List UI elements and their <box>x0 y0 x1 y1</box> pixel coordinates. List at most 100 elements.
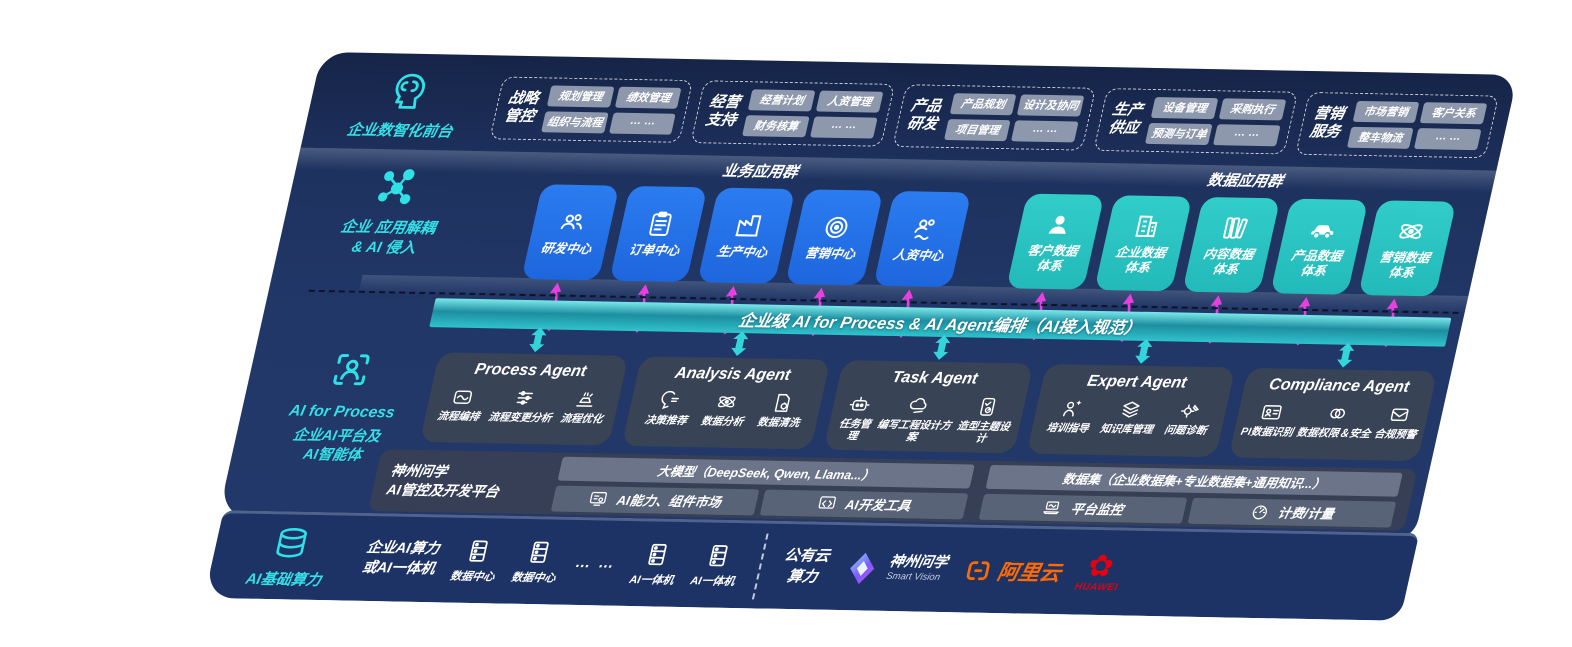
agent-item-label: 流程变更分析 <box>487 411 553 425</box>
card-label: 生产中心 <box>715 244 769 260</box>
agent-item-label: 培训指导 <box>1045 422 1090 435</box>
team-icon <box>560 214 585 230</box>
card-label: 营销中心 <box>803 246 857 262</box>
cell-monitoring: 平台监控 <box>978 493 1188 524</box>
model-header: 大模型（DeepSeek, Qwen, Llama...） <box>557 456 975 489</box>
node-datacenter: 数据中心 <box>449 537 503 584</box>
box-wave-icon <box>452 390 473 405</box>
node-label: AI一体机 <box>689 574 736 588</box>
module-chip: 绩效管理 <box>614 86 682 109</box>
database-icon <box>275 527 309 558</box>
card-label: 人资中心 <box>891 248 945 264</box>
molecule-icon <box>376 168 417 205</box>
module-chip: 整车物流 <box>1346 126 1414 149</box>
module-chip: … … <box>1414 127 1482 150</box>
agent-item-label: 流程编排 <box>436 410 481 424</box>
huawei-logo: ✿ HUAWEI <box>1073 550 1125 594</box>
infra-label: AI基础算力 <box>244 570 323 589</box>
app-card-rnd-center: 研发中心 <box>520 184 619 331</box>
group-name: 营销服务 <box>1308 105 1346 141</box>
clipboard-icon <box>648 211 673 237</box>
card-label: 体系 <box>1211 261 1240 277</box>
agent-title: Analysis Agent <box>673 364 793 385</box>
ellipsis: … … <box>574 554 618 572</box>
business-app-group: 业务应用群 研发中心 订单中心 生产中心 <box>514 156 983 338</box>
agent-item-label: 问题诊断 <box>1163 424 1208 438</box>
smartvision-diamond-icon <box>846 552 878 584</box>
smartvision-en: Smart Vision <box>885 570 942 583</box>
app-layer-label-2: & AI 侵入 <box>350 238 418 257</box>
gear-wrench-icon <box>1179 404 1200 419</box>
group-name: 战略管控 <box>502 89 541 126</box>
group-marketing: 营销服务 市场营销 客户关系 整车物流 … … <box>1294 91 1500 158</box>
ai-bar-label: 企业级 AI for Process & AI Agent编排（AI接入规范） <box>736 311 1143 338</box>
public-cloud-label-1: 公有云 <box>782 547 832 566</box>
front-office-side: 企业数智化前台 <box>319 69 493 142</box>
aliyun-brackets-icon <box>965 560 991 580</box>
server-icon <box>468 539 488 562</box>
module-chip: 预测与订单 <box>1145 122 1213 145</box>
tablet-check-icon <box>979 397 997 416</box>
sliders-icon <box>515 390 533 405</box>
cell-ai-devtools: AI开发工具 <box>759 489 969 519</box>
cell-ai-market: AI能力、组件市场 <box>550 485 760 515</box>
car-icon <box>1309 225 1335 238</box>
aliyun-logo: 阿里云 <box>960 555 1065 587</box>
people-icon <box>912 219 935 241</box>
module-chip: 项目管理 <box>943 118 1011 141</box>
agent-title: Process Agent <box>472 361 589 381</box>
cloud-pen-icon <box>908 397 928 414</box>
compliance-agent-card: Compliance Agent PI数据识别 数据权限＆安全 合规预警 <box>1228 342 1438 462</box>
front-office-label: 企业数智化前台 <box>345 121 455 141</box>
card-label: 体系 <box>1299 263 1328 278</box>
code-icon <box>818 496 837 509</box>
atom-icon <box>715 394 738 410</box>
node-label: 数据中心 <box>510 571 557 585</box>
module-chip: … … <box>609 112 677 135</box>
agent-title: Task Agent <box>890 369 980 388</box>
app-card-marketing-center: 营销中心 <box>784 189 883 336</box>
compute-label-2: 或AI一体机 <box>360 559 437 577</box>
expert-agent-card: Expert Agent 培训指导 知识库管理 问题诊断 <box>1026 338 1236 458</box>
data-card-content: 内容数据 体系 <box>1181 196 1280 344</box>
data-app-group: 数据应用群 客户数据 体系 企业数据 体系 <box>994 165 1473 347</box>
infra-side: AI基础算力 <box>222 524 354 590</box>
module-chip: 组织与流程 <box>541 110 609 133</box>
card-label: 客户数据 <box>1026 243 1080 259</box>
aliyun-text: 阿里云 <box>995 560 1064 585</box>
agent-item-label: 数据权限＆安全 <box>1295 426 1372 441</box>
architecture-diagram: 企业数智化前台 战略管控 规划管理 绩效管理 组织与流程 … … 经营支持 经营… <box>200 52 1518 621</box>
card-label: 企业数据 <box>1114 245 1168 261</box>
server-icon <box>529 541 549 563</box>
module-chip: … … <box>1011 119 1079 142</box>
brain-head-icon <box>391 73 428 110</box>
bot-icon <box>848 396 871 411</box>
module-chip: 设计及协同 <box>1017 93 1085 117</box>
huawei-text: HUAWEI <box>1073 581 1119 594</box>
node-datacenter: 数据中心 <box>510 538 564 585</box>
group-name: 经营支持 <box>703 93 742 129</box>
agent-item-label: 决策推荐 <box>643 414 689 428</box>
agent-item-label: 造型主题设计 <box>955 420 1012 445</box>
ai-platform-side: AI for Process 企业AI平台及 AI智能体 <box>252 347 434 466</box>
books-icon <box>1222 217 1248 239</box>
agent-item-label: 数据分析 <box>699 415 745 429</box>
app-card-hr-center: 人资中心 <box>872 191 971 338</box>
group-name: 产品研发 <box>905 97 944 133</box>
process-agent-card: Process Agent 流程编排 流程变更分析 流程优化 <box>419 327 629 446</box>
module-chip: 采购执行 <box>1219 97 1287 120</box>
node-label: 数据中心 <box>449 570 496 583</box>
idcard-icon <box>1260 404 1282 420</box>
agent-item-label: 编写工程设计方案 <box>876 418 953 444</box>
cell-label: AI能力、组件市场 <box>615 492 723 510</box>
factory-icon <box>733 215 763 237</box>
card-label: 体系 <box>1035 258 1064 273</box>
building-icon <box>1134 215 1159 238</box>
group-operation: 经营支持 经营计划 人资管理 财务核算 … … <box>690 79 896 147</box>
server-icon <box>708 544 728 566</box>
module-chip: 客户关系 <box>1420 101 1488 124</box>
module-chip: 财务核算 <box>742 114 810 137</box>
module-chip: … … <box>1213 123 1281 146</box>
agent-item-label: PI数据识别 <box>1239 425 1295 439</box>
